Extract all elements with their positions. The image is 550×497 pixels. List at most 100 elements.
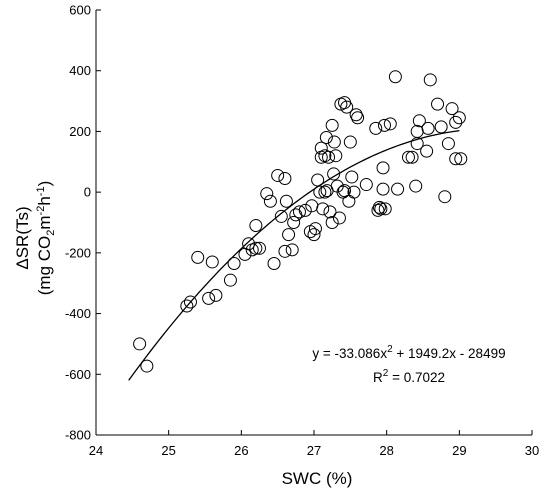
data-point	[401, 150, 415, 164]
data-point	[412, 114, 426, 128]
data-point	[140, 359, 154, 373]
data-point	[347, 185, 361, 199]
data-point	[332, 211, 346, 225]
data-point	[316, 202, 330, 216]
x-tick-label: 27	[307, 443, 321, 458]
data-point	[449, 152, 463, 166]
data-point	[410, 124, 424, 138]
data-point	[183, 295, 197, 309]
x-tick-label: 26	[234, 443, 248, 458]
data-point	[260, 187, 274, 201]
data-point	[180, 299, 194, 313]
data-point	[279, 194, 293, 208]
data-point	[191, 250, 205, 264]
data-point	[359, 178, 373, 192]
x-tick-label: 30	[525, 443, 539, 458]
data-point	[449, 115, 463, 129]
data-point	[383, 117, 397, 131]
data-point	[372, 200, 386, 214]
regression-equation: y = -33.086x2 + 1949.2x - 28499	[312, 344, 505, 361]
fit-curve	[128, 130, 460, 381]
data-point	[340, 100, 354, 114]
data-point	[409, 179, 423, 193]
data-point	[249, 219, 263, 233]
data-point	[287, 216, 301, 229]
data-point	[242, 237, 256, 251]
data-point	[388, 70, 402, 84]
x-tick-label: 29	[452, 443, 466, 458]
data-point	[342, 194, 356, 208]
data-point	[391, 182, 405, 196]
data-point	[314, 141, 328, 155]
data-point	[202, 291, 216, 305]
x-axis-title: SWC (%)	[282, 469, 353, 488]
y-tick-label: 400	[69, 63, 91, 78]
y-tick-label: 600	[69, 3, 91, 18]
data-point	[325, 118, 339, 132]
data-point	[133, 337, 147, 351]
data-point	[282, 228, 296, 242]
data-point	[376, 161, 390, 175]
data-point	[319, 131, 333, 144]
data-point	[369, 121, 383, 135]
data-point	[223, 273, 237, 287]
data-point	[285, 243, 299, 257]
data-point	[292, 205, 306, 219]
data-point	[343, 135, 357, 149]
data-point	[263, 194, 277, 208]
x-tick-label: 28	[379, 443, 393, 458]
y-tick-label: 0	[84, 185, 91, 200]
x-tick-label: 25	[161, 443, 175, 458]
r-squared-label: R2 = 0.7022	[373, 368, 445, 385]
data-point	[305, 199, 319, 213]
data-point	[249, 241, 263, 255]
data-point	[345, 170, 359, 184]
data-point	[351, 111, 365, 125]
data-point	[205, 255, 219, 269]
data-point	[325, 216, 339, 229]
y-tick-label: -600	[65, 367, 91, 382]
data-point	[423, 73, 437, 87]
data-point	[374, 202, 388, 216]
data-point	[420, 144, 434, 158]
data-point	[289, 208, 303, 222]
data-point	[349, 108, 363, 122]
data-point	[336, 185, 350, 199]
data-point	[274, 209, 288, 223]
data-point	[431, 97, 445, 111]
y-axis-title: ΔSR(Ts) (mg CO2m-2h-1)	[13, 181, 57, 296]
data-point	[441, 137, 455, 151]
data-point	[318, 185, 332, 199]
data-point	[278, 244, 292, 258]
data-point	[308, 222, 322, 236]
y-tick-label: -200	[65, 245, 91, 260]
data-point	[378, 202, 392, 216]
data-point	[253, 241, 266, 255]
data-point	[329, 149, 343, 163]
data-point	[227, 256, 241, 270]
data-point	[307, 228, 321, 242]
data-point	[322, 150, 336, 164]
data-point	[313, 185, 327, 199]
data-point	[327, 135, 341, 149]
data-point	[327, 167, 341, 181]
data-points	[133, 70, 468, 373]
data-point	[434, 120, 448, 134]
data-point	[452, 111, 466, 125]
data-point	[371, 203, 385, 217]
data-point	[445, 102, 459, 116]
x-ticks: 24 25 26 27 28 29 30	[89, 430, 539, 458]
data-point	[323, 205, 337, 219]
data-point	[405, 150, 419, 164]
data-point	[438, 190, 452, 204]
x-tick-label: 24	[89, 443, 103, 458]
data-point	[278, 171, 292, 185]
data-point	[271, 168, 285, 182]
data-point	[421, 121, 435, 135]
y-axis-title-line2: (mg CO2m-2h-1)	[35, 181, 57, 296]
y-tick-label: -800	[65, 428, 91, 443]
data-point	[454, 152, 468, 166]
data-point	[377, 118, 391, 132]
y-axis-title-line1: ΔSR(Ts)	[13, 206, 32, 269]
